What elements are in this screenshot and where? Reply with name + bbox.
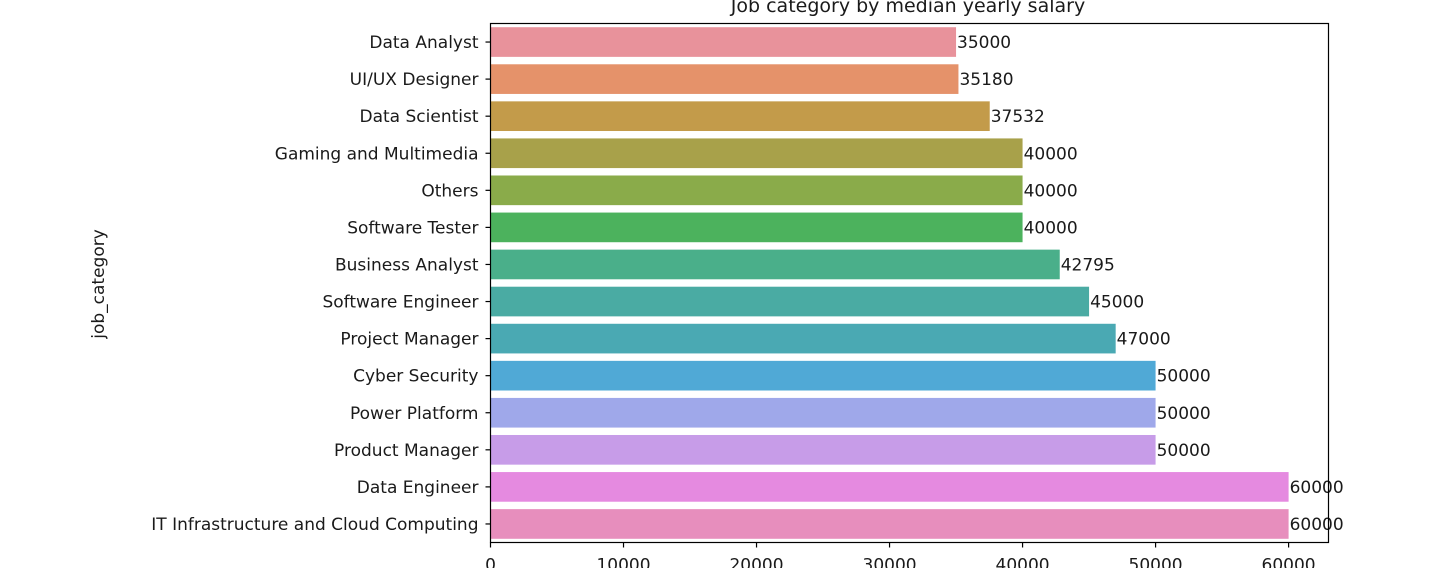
- bar-value-label: 40000: [1024, 218, 1078, 238]
- bar: [490, 360, 1156, 391]
- bar-value-label: 45000: [1090, 293, 1144, 313]
- bar: [490, 286, 1090, 317]
- bar: [490, 323, 1116, 354]
- bar: [490, 509, 1289, 539]
- y-tick-label: Product Manager: [334, 441, 478, 461]
- bar-value-label: 60000: [1290, 478, 1344, 498]
- y-tick-label: Others: [421, 181, 478, 201]
- bar-value-label: 50000: [1157, 404, 1211, 424]
- plot-frame: [489, 22, 1330, 544]
- bar-value-label: 60000: [1290, 515, 1344, 535]
- bar-value-label: 50000: [1157, 441, 1211, 461]
- bar: [490, 212, 1023, 243]
- bar-value-label: 35180: [959, 70, 1013, 90]
- y-tick-label: UI/UX Designer: [350, 70, 479, 90]
- y-tick-label: Software Engineer: [322, 293, 478, 313]
- x-ticks: 0 10000 20000 30000 40000 50000 60000: [485, 542, 1316, 568]
- y-tick-label: Gaming and Multimedia: [275, 144, 479, 164]
- y-tick-label: Project Manager: [340, 330, 478, 350]
- bar-value-label: 42795: [1061, 255, 1115, 275]
- bar-value-label: 50000: [1157, 367, 1211, 387]
- x-tick-label: 20000: [729, 556, 783, 568]
- bar: [490, 434, 1156, 465]
- bar: [490, 249, 1060, 280]
- y-axis-label: job_category: [89, 229, 109, 340]
- y-tick-label: Power Platform: [350, 404, 479, 424]
- bar: [490, 101, 990, 132]
- chart-title: Job category by median yearly salary: [730, 0, 1085, 17]
- y-tick-label: Data Analyst: [369, 33, 478, 53]
- x-tick-label: 60000: [1262, 556, 1316, 568]
- y-tick-label: Business Analyst: [335, 255, 479, 275]
- y-tick-label: Data Engineer: [357, 478, 479, 498]
- x-tick-label: 40000: [996, 556, 1050, 568]
- bar-value-label: 40000: [1024, 181, 1078, 201]
- bar: [490, 64, 959, 94]
- bar-value-label: 47000: [1117, 330, 1171, 350]
- y-tick-label: Software Tester: [347, 218, 478, 238]
- bar: [490, 27, 957, 57]
- bars-group: 35000 35180 37532 40000 40000 40000 42795 45000…: [490, 27, 1344, 539]
- bar-value-label: 40000: [1024, 144, 1078, 164]
- bar-value-label: 35000: [957, 33, 1011, 53]
- y-tick-label: Data Scientist: [360, 107, 479, 127]
- bar: [490, 397, 1156, 428]
- y-tick-labels: Data Analyst UI/UX Designer Data Scientist…: [151, 33, 491, 535]
- bar: [490, 472, 1289, 502]
- y-tick-label: Cyber Security: [353, 367, 478, 387]
- bar: [490, 138, 1023, 169]
- x-tick-label: 10000: [596, 556, 650, 568]
- x-tick-label: 0: [485, 556, 496, 568]
- y-tick-label: IT Infrastructure and Cloud Computing: [151, 515, 478, 535]
- bar-value-label: 37532: [991, 107, 1045, 127]
- x-tick-label: 30000: [863, 556, 917, 568]
- x-tick-label: 50000: [1129, 556, 1183, 568]
- bar: [490, 175, 1023, 206]
